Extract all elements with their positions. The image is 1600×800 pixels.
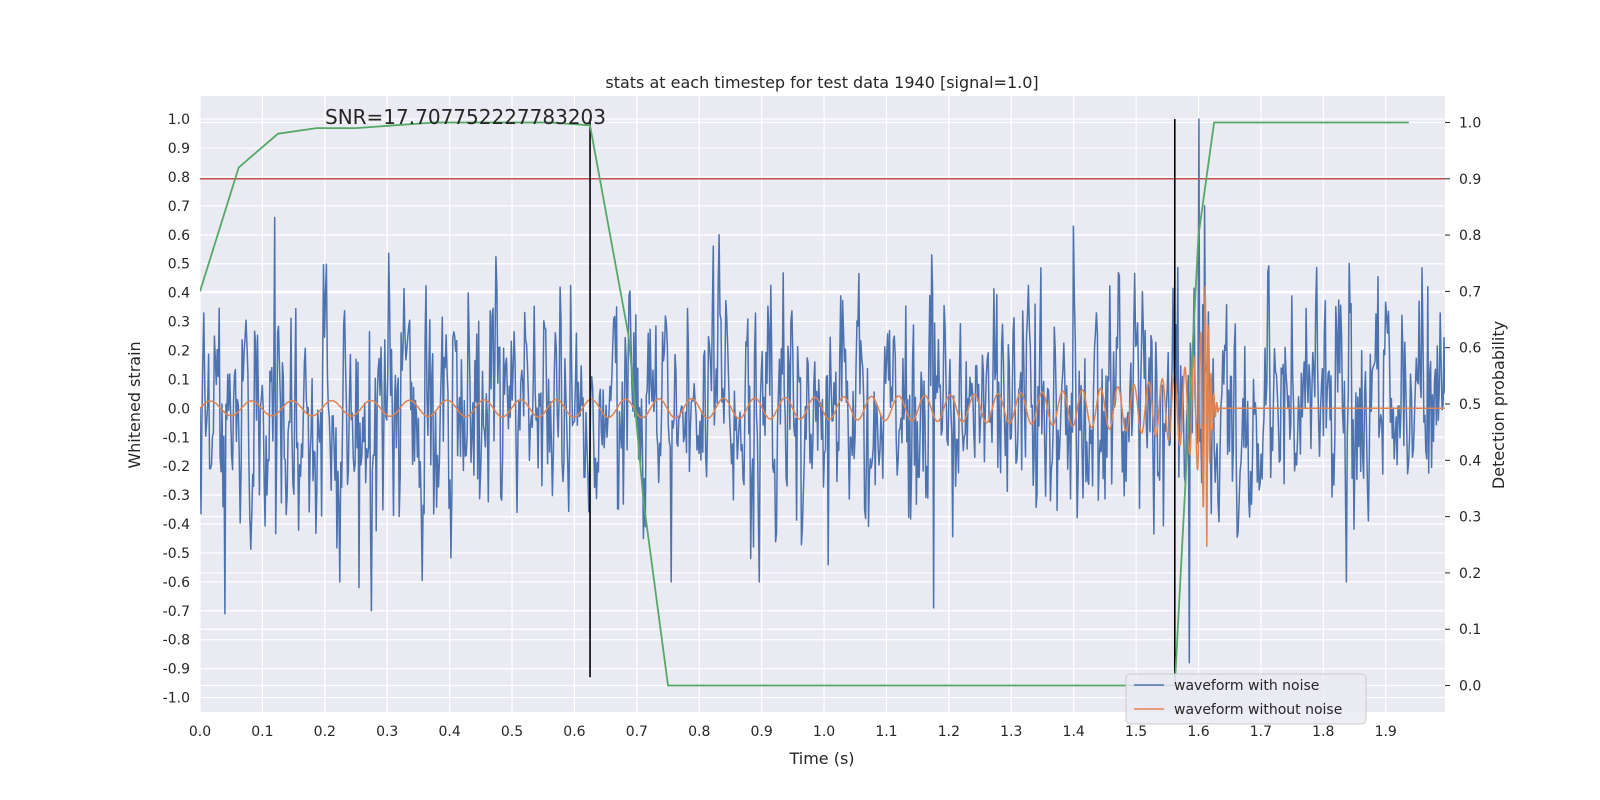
series-waveform-without-noise xyxy=(200,285,1445,548)
y-tick-label-left: -0.9 xyxy=(163,662,190,678)
grid xyxy=(199,96,1445,712)
x-tick-label: 1.5 xyxy=(1125,724,1147,740)
y-tick-label-right: 1.0 xyxy=(1459,115,1481,131)
y-tick-label-left: -0.4 xyxy=(163,517,190,533)
y-tick-label-left: 0.8 xyxy=(168,170,190,186)
y-tick-label-left: -1.0 xyxy=(163,691,190,707)
y-tick-label-left: 0.1 xyxy=(168,372,190,388)
x-tick-label: 0.2 xyxy=(314,724,336,740)
x-axis-ticks: 0.0 0.1 0.2 0.3 0.4 0.5 0.6 0.7 0.8 0.9 1.0 1.1 1.2 1… xyxy=(189,724,1397,740)
right-axis-ticks: 0.0 0.1 0.2 0.3 0.4 0.5 0.6 0.7 0.8 0.9 1.0 xyxy=(1445,115,1481,695)
series-waveform-with-noise xyxy=(200,118,1445,664)
chart-title: stats at each timestep for test data 194… xyxy=(605,73,1038,92)
y-tick-label-left: -0.5 xyxy=(163,546,190,562)
y-tick-label-right: 0.6 xyxy=(1459,341,1481,357)
legend-box xyxy=(1125,673,1367,725)
x-tick-label: 0.1 xyxy=(251,724,273,740)
x-tick-label: 1.4 xyxy=(1063,724,1085,740)
x-tick-label: 1.3 xyxy=(1000,724,1022,740)
x-tick-label: 1.6 xyxy=(1187,724,1209,740)
y-tick-label-right: 0.9 xyxy=(1459,172,1481,188)
y-tick-label-left: 0.9 xyxy=(168,141,190,157)
y-tick-label-left: 0.5 xyxy=(168,257,190,273)
y-tick-label-right: 0.7 xyxy=(1459,284,1481,300)
y-tick-label-left: -0.7 xyxy=(163,604,190,620)
y-tick-label-left: 0.4 xyxy=(168,286,190,302)
y-tick-label-left: -0.3 xyxy=(163,488,190,504)
x-tick-label: 1.9 xyxy=(1375,724,1397,740)
y-tick-label-right: 0.5 xyxy=(1459,397,1481,413)
y-tick-label-left: 0.0 xyxy=(168,401,190,417)
y-tick-label-right: 0.2 xyxy=(1459,566,1481,582)
x-tick-label: 0.4 xyxy=(438,724,460,740)
series-layer xyxy=(200,118,1445,687)
y-tick-label-left: -0.1 xyxy=(163,430,190,446)
right-axis-label: Detection probability xyxy=(1489,321,1508,489)
x-tick-label: 0.7 xyxy=(626,724,648,740)
y-tick-label-left: -0.2 xyxy=(163,459,190,475)
x-tick-label: 1.0 xyxy=(813,724,835,740)
legend-label-clean: waveform without noise xyxy=(1174,702,1342,718)
y-tick-label-right: 0.8 xyxy=(1459,228,1481,244)
left-axis-label: Whitened strain xyxy=(125,341,144,468)
y-tick-label-left: -0.8 xyxy=(163,633,190,649)
x-tick-label: 0.3 xyxy=(376,724,398,740)
y-tick-label-left: 0.2 xyxy=(168,343,190,359)
x-tick-label: 0.5 xyxy=(501,724,523,740)
snr-annotation: SNR=17.707752227783203 xyxy=(325,105,606,129)
x-tick-label: 1.1 xyxy=(875,724,897,740)
y-tick-label-left: -0.6 xyxy=(163,575,190,591)
y-tick-label-left: 0.7 xyxy=(168,199,190,215)
x-tick-label: 1.2 xyxy=(938,724,960,740)
series-detection-probability xyxy=(200,121,1409,687)
y-tick-label-right: 0.1 xyxy=(1459,622,1481,638)
left-axis-ticks: -1.0 -0.9 -0.8 -0.7 -0.6 -0.5 -0.4 -0.3 -0.2 -0.1… xyxy=(163,112,190,706)
x-tick-label: 0.8 xyxy=(688,724,710,740)
x-tick-label: 1.8 xyxy=(1312,724,1334,740)
y-tick-label-left: 0.3 xyxy=(168,315,190,331)
legend: waveform with noise waveform without noi… xyxy=(1125,673,1367,725)
y-tick-label-left: 1.0 xyxy=(168,112,190,128)
x-axis-label: Time (s) xyxy=(788,749,854,768)
x-tick-label: 0.0 xyxy=(189,724,211,740)
y-tick-label-right: 0.4 xyxy=(1459,453,1481,469)
y-tick-label-left: 0.6 xyxy=(168,228,190,244)
y-tick-label-right: 0.3 xyxy=(1459,510,1481,526)
x-tick-label: 0.9 xyxy=(751,724,773,740)
y-tick-label-right: 0.0 xyxy=(1459,679,1481,695)
x-tick-label: 0.6 xyxy=(563,724,585,740)
legend-label-noisy: waveform with noise xyxy=(1174,678,1319,694)
x-tick-label: 1.7 xyxy=(1250,724,1272,740)
